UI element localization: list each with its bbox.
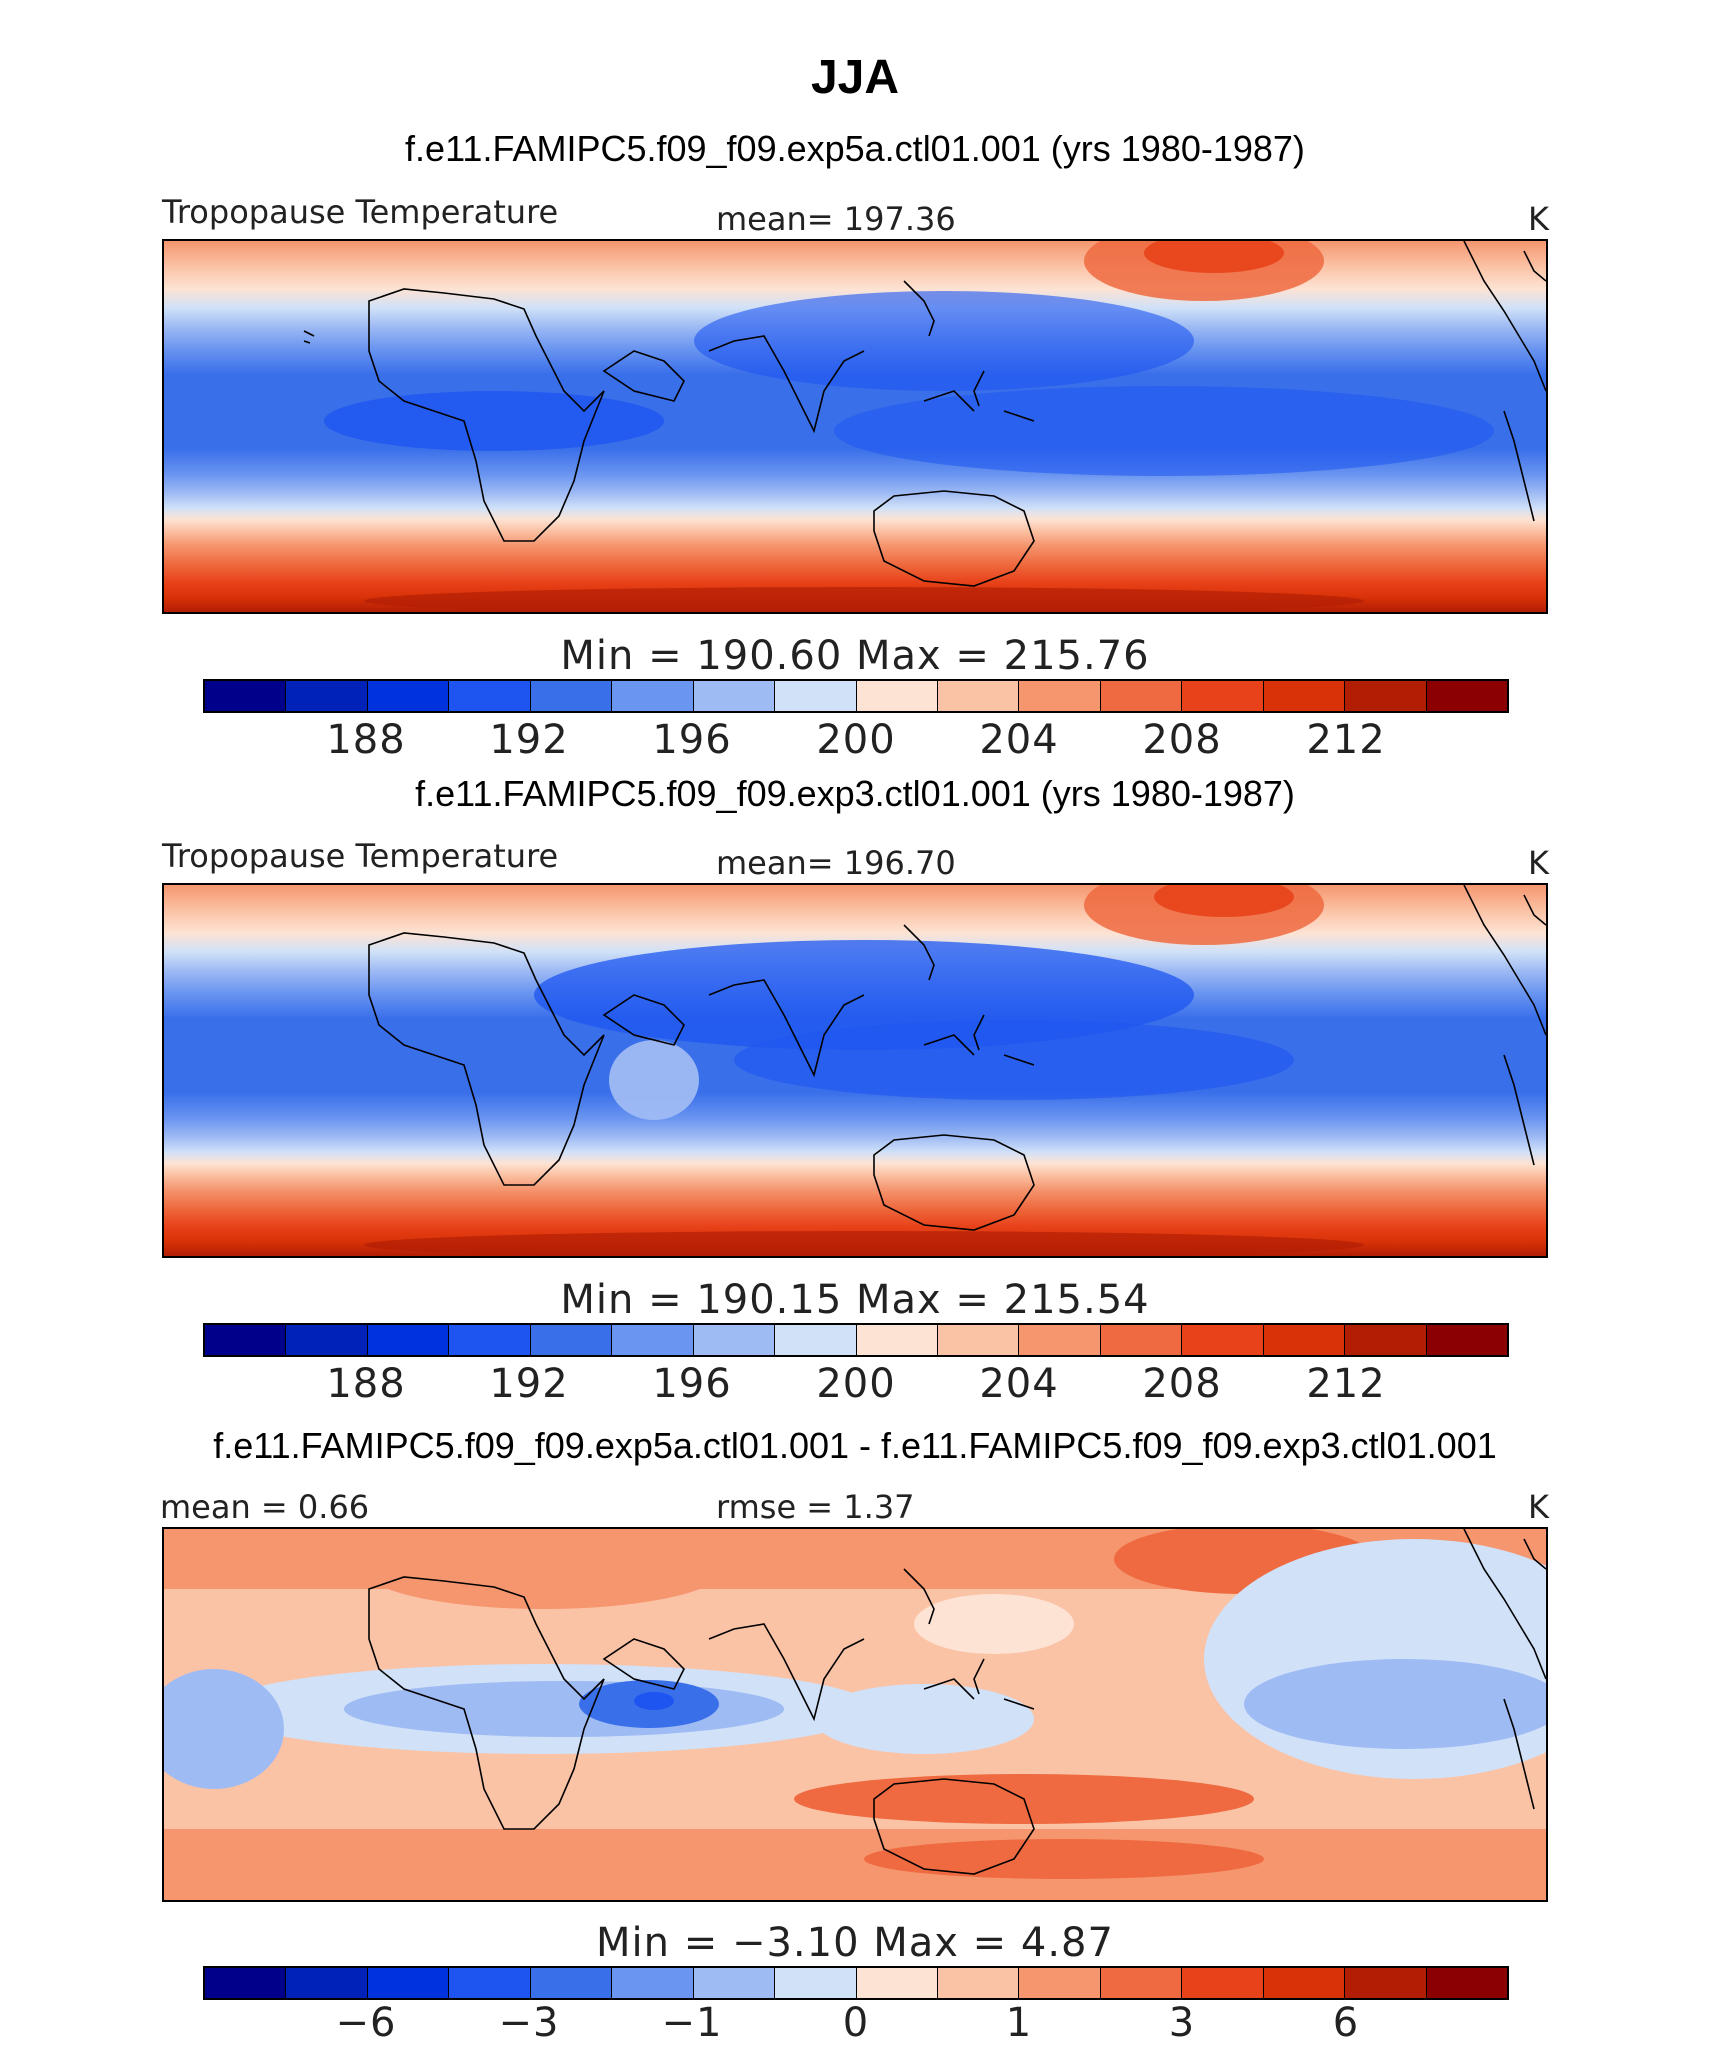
panel-1-tick: 204: [979, 717, 1059, 763]
panel-2-tick: 204: [979, 1361, 1059, 1407]
figure-title: JJA: [810, 51, 900, 104]
panel-3-units: K: [1528, 1488, 1549, 1526]
colorbar-swatch: [1100, 1325, 1183, 1355]
colorbar-swatch: [449, 681, 531, 711]
colorbar-swatch: [693, 1325, 776, 1355]
panel-3-tick: 1: [1005, 2000, 1033, 2046]
colorbar-swatch: [530, 1968, 613, 1998]
colorbar-swatch: [1345, 1968, 1427, 1998]
colorbar-swatch: [693, 681, 776, 711]
colorbar-swatch: [1182, 1325, 1264, 1355]
panel-3-tick: −3: [498, 2000, 560, 2046]
colorbar-swatch: [205, 1325, 287, 1355]
colorbar-swatch: [693, 1968, 776, 1998]
panel-1-tick: 212: [1306, 717, 1386, 763]
colorbar-swatch: [856, 1968, 938, 1998]
colorbar-swatch: [1100, 1968, 1183, 1998]
colorbar-swatch: [286, 1325, 368, 1355]
panel-1-colorbar-ticks: 188 192 196 200 204 208 212: [0, 717, 1710, 767]
colorbar-swatch: [1263, 681, 1346, 711]
panel-2-tick: 212: [1306, 1361, 1386, 1407]
panel-1-tick: 188: [326, 717, 406, 763]
colorbar-swatch: [937, 681, 1020, 711]
colorbar-swatch: [1426, 1325, 1507, 1355]
colorbar-swatch: [367, 1968, 450, 1998]
colorbar-swatch: [1019, 681, 1101, 711]
colorbar-swatch: [530, 1325, 613, 1355]
panel-2-tick: 196: [652, 1361, 732, 1407]
panel-2-tick: 192: [489, 1361, 569, 1407]
colorbar-swatch: [1345, 681, 1427, 711]
colorbar-swatch: [1426, 681, 1507, 711]
colorbar-swatch: [856, 1325, 938, 1355]
colorbar-swatch: [937, 1968, 1020, 1998]
panel-2-units: K: [1528, 844, 1549, 882]
colorbar-swatch: [1182, 681, 1264, 711]
colorbar-swatch: [1100, 681, 1183, 711]
panel-2-minmax: Min = 190.15 Max = 215.54: [560, 1277, 1150, 1323]
colorbar-swatch: [205, 1968, 287, 1998]
panel-2-colorbar: [203, 1323, 1509, 1357]
panel-2-map: [162, 883, 1548, 1258]
colorbar-swatch: [775, 681, 857, 711]
panel-3-colorbar-ticks: −6 −3 −1 0 1 3 6: [0, 2000, 1710, 2050]
panel-2-tick: 208: [1142, 1361, 1222, 1407]
colorbar-swatch: [1263, 1968, 1346, 1998]
colorbar-swatch: [612, 1325, 694, 1355]
panel-1-tick: 196: [652, 717, 732, 763]
panel-1-minmax: Min = 190.60 Max = 215.76: [560, 633, 1150, 679]
panel-1-case-title: f.e11.FAMIPC5.f09_f09.exp5a.ctl01.001 (y…: [405, 128, 1305, 169]
colorbar-swatch: [856, 681, 938, 711]
panel-2-tick: 200: [816, 1361, 896, 1407]
panel-1-units: K: [1528, 200, 1549, 238]
panel-3-tick: −1: [661, 2000, 723, 2046]
panel-2-center-label: mean= 196.70: [716, 844, 956, 882]
colorbar-swatch: [1019, 1968, 1101, 1998]
panel-1-tick: 208: [1142, 717, 1222, 763]
panel-1-tick: 200: [816, 717, 896, 763]
panel-3-minmax: Min = −3.10 Max = 4.87: [596, 1920, 1114, 1966]
colorbar-swatch: [530, 681, 613, 711]
panel-3-case-title: f.e11.FAMIPC5.f09_f09.exp5a.ctl01.001 - …: [213, 1425, 1497, 1466]
panel-3-mean-label: mean = 0.66: [160, 1488, 370, 1526]
panel-3-tick: 0: [842, 2000, 870, 2046]
panel-1-center-label: mean= 197.36: [716, 200, 956, 238]
panel-3-rmse-label: rmse = 1.37: [716, 1488, 915, 1526]
panel-3-colorbar: [203, 1966, 1509, 2000]
panel-1-tick: 192: [489, 717, 569, 763]
colorbar-swatch: [775, 1968, 857, 1998]
panel-3-map: [162, 1527, 1548, 1902]
panel-3-tick: −6: [335, 2000, 397, 2046]
colorbar-swatch: [1019, 1325, 1101, 1355]
colorbar-swatch: [449, 1968, 531, 1998]
panel-3-tick: 3: [1168, 2000, 1196, 2046]
colorbar-swatch: [937, 1325, 1020, 1355]
panel-1-left-label: Tropopause Temperature: [162, 193, 559, 231]
panel-2-colorbar-ticks: 188 192 196 200 204 208 212: [0, 1361, 1710, 1411]
colorbar-swatch: [286, 681, 368, 711]
panel-1-map: [162, 239, 1548, 614]
colorbar-swatch: [1345, 1325, 1427, 1355]
panel-2-case-title: f.e11.FAMIPC5.f09_f09.exp3.ctl01.001 (yr…: [415, 773, 1295, 814]
panel-3-tick: 6: [1332, 2000, 1360, 2046]
colorbar-swatch: [1263, 1325, 1346, 1355]
colorbar-swatch: [205, 681, 287, 711]
colorbar-swatch: [775, 1325, 857, 1355]
panel-1-colorbar: [203, 679, 1509, 713]
panel-2-left-label: Tropopause Temperature: [162, 837, 559, 875]
colorbar-swatch: [367, 681, 450, 711]
colorbar-swatch: [1182, 1968, 1264, 1998]
colorbar-swatch: [612, 1968, 694, 1998]
colorbar-swatch: [367, 1325, 450, 1355]
colorbar-swatch: [612, 681, 694, 711]
colorbar-swatch: [449, 1325, 531, 1355]
panel-2-tick: 188: [326, 1361, 406, 1407]
colorbar-swatch: [286, 1968, 368, 1998]
colorbar-swatch: [1426, 1968, 1507, 1998]
